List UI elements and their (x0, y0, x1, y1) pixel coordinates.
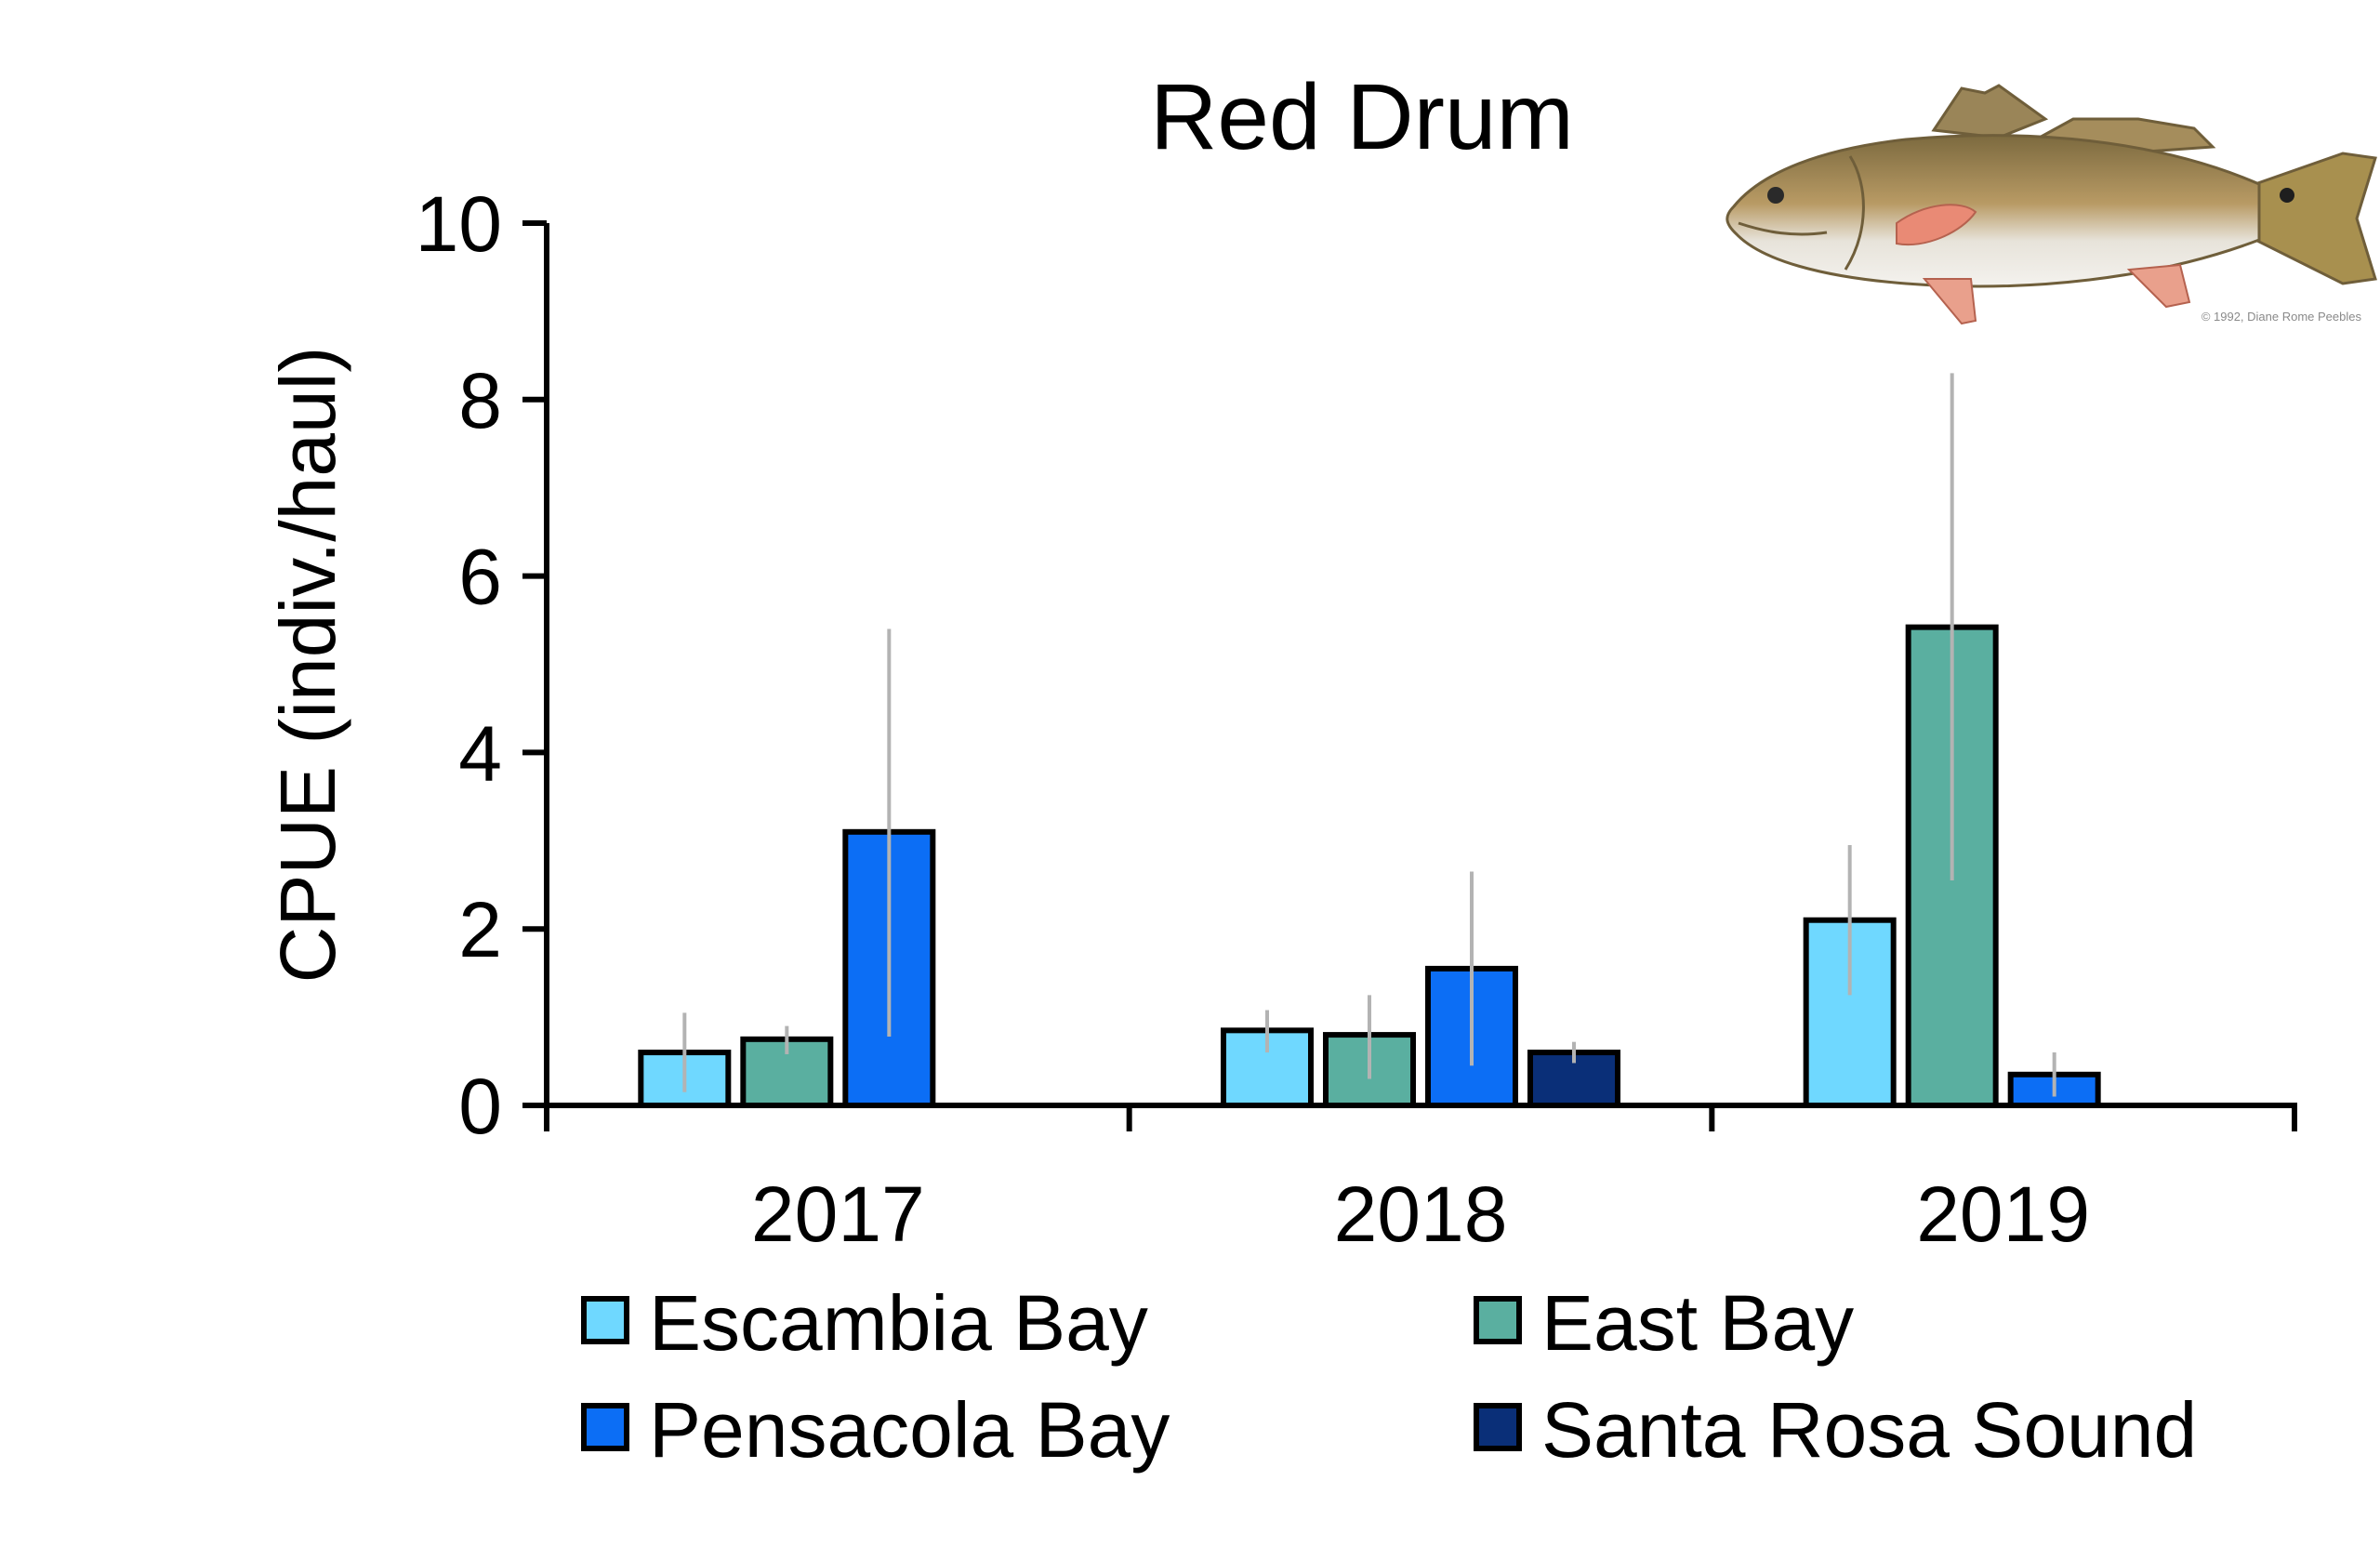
legend-swatch (581, 1403, 629, 1451)
plot-area: 0 2 4 6 8 10 2017 2018 2019 (416, 180, 2297, 1258)
y-axis-label: CPUE (indiv./haul) (264, 347, 351, 984)
legend-label: Escambia Bay (649, 1279, 1148, 1367)
legend-item-pensacola-bay: Pensacola Bay (581, 1386, 1170, 1474)
y-tick-label: 8 (458, 357, 502, 444)
legend-item-santa-rosa-sound: Santa Rosa Sound (1474, 1386, 2197, 1474)
legend-label: East Bay (1541, 1279, 1854, 1367)
legend-label: Santa Rosa Sound (1541, 1386, 2197, 1474)
legend-swatch (1474, 1403, 1522, 1451)
y-tick-label: 2 (458, 886, 502, 973)
y-tick-label: 10 (416, 180, 502, 268)
y-tick-label: 0 (458, 1063, 502, 1150)
legend: Escambia Bay East Bay Pensacola Bay Santa R… (581, 1279, 2197, 1474)
illustration-credit: © 1992, Diane Rome Peebles (2202, 310, 2362, 324)
chart-title: Red Drum (1150, 65, 1574, 169)
legend-swatch (581, 1296, 629, 1344)
x-tick-label-2019: 2019 (1916, 1170, 2090, 1258)
legend-label: Pensacola Bay (649, 1386, 1170, 1474)
red-drum-fish-illustration: © 1992, Diane Rome Peebles (1726, 84, 2377, 325)
x-tick-label-2017: 2017 (751, 1170, 925, 1258)
y-tick-label: 6 (458, 534, 502, 621)
x-tick-label-2018: 2018 (1334, 1170, 1508, 1258)
legend-swatch (1474, 1296, 1522, 1344)
legend-item-escambia-bay: Escambia Bay (581, 1279, 1148, 1367)
legend-item-east-bay: East Bay (1474, 1279, 1854, 1367)
y-tick-label: 4 (458, 709, 502, 797)
